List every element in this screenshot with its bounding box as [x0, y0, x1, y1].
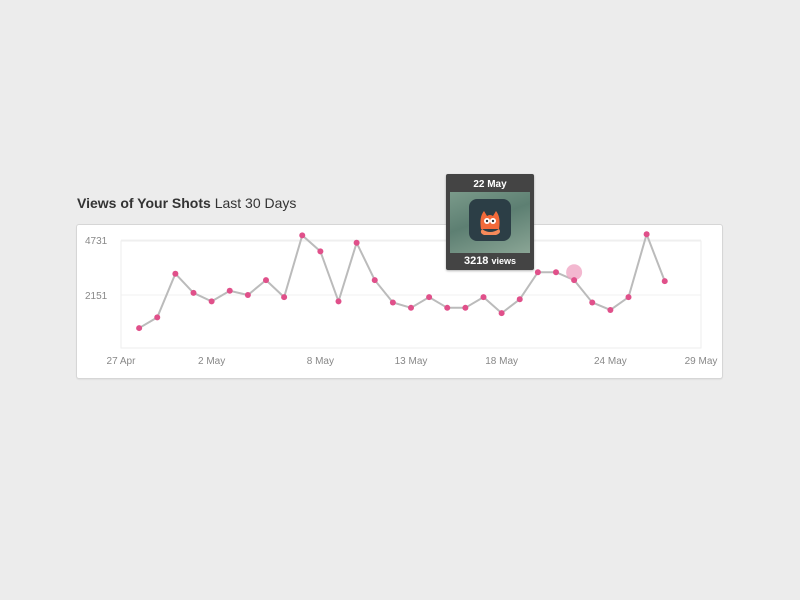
x-tick-label: 24 May — [594, 356, 627, 367]
x-tick-label: 8 May — [307, 356, 334, 367]
data-point — [226, 287, 233, 294]
data-point — [480, 294, 487, 301]
tooltip-views: 3218 views — [446, 255, 534, 267]
data-point — [208, 298, 215, 305]
tooltip-date: 22 May — [473, 179, 507, 190]
data-point — [516, 296, 523, 303]
data-point — [281, 294, 288, 301]
data-point — [553, 269, 559, 276]
data-point — [353, 239, 360, 246]
data-point — [607, 306, 614, 313]
point-tooltip: 22 May 3218 views — [446, 174, 534, 270]
data-point — [408, 304, 414, 311]
data-point — [426, 294, 433, 301]
data-point — [571, 277, 578, 284]
x-tick-label: 29 May — [685, 356, 718, 367]
data-point — [299, 232, 306, 239]
chart-title: Views of Your Shots — [77, 195, 211, 211]
data-point — [263, 277, 269, 284]
data-point — [317, 248, 324, 255]
data-point — [335, 298, 342, 305]
x-tick-label: 2 May — [198, 356, 225, 367]
tooltip-views-value: 3218 — [463, 255, 489, 267]
x-tick-label: 27 Apr — [107, 356, 137, 367]
series-line — [138, 231, 666, 329]
data-point — [643, 231, 650, 238]
y-tick-label: 4731 — [85, 236, 108, 247]
data-point — [154, 314, 161, 321]
x-tick-label: 18 May — [485, 356, 518, 367]
chart-subtitle: Last 30 Days — [214, 195, 297, 211]
chart-heading: Views of Your Shots Last 30 Days — [77, 195, 296, 211]
views-line-chart: 4731 2151 27 Apr 2 May 8 May 13 May 18 May 24 M… — [85, 231, 718, 367]
data-point — [661, 278, 668, 285]
tooltip-views-unit: views — [491, 256, 517, 266]
data-point — [534, 269, 541, 276]
data-point — [389, 299, 396, 306]
data-point — [444, 304, 451, 311]
data-point — [462, 304, 469, 311]
data-point — [589, 299, 596, 306]
x-tick-label: 13 May — [395, 356, 428, 367]
data-point — [190, 289, 197, 296]
chart-card: 4731 2151 27 Apr 2 May 8 May 13 May 18 May 24 M… — [76, 224, 723, 379]
highlight-halo — [566, 264, 583, 281]
y-tick-label: 2151 — [85, 291, 108, 302]
fox-icon — [469, 199, 511, 241]
data-point — [244, 292, 251, 299]
data-point — [625, 294, 632, 301]
data-point — [136, 325, 143, 332]
shot-thumbnail[interactable] — [450, 192, 530, 253]
data-point — [498, 310, 505, 317]
data-point — [172, 270, 179, 277]
data-point — [371, 277, 378, 284]
